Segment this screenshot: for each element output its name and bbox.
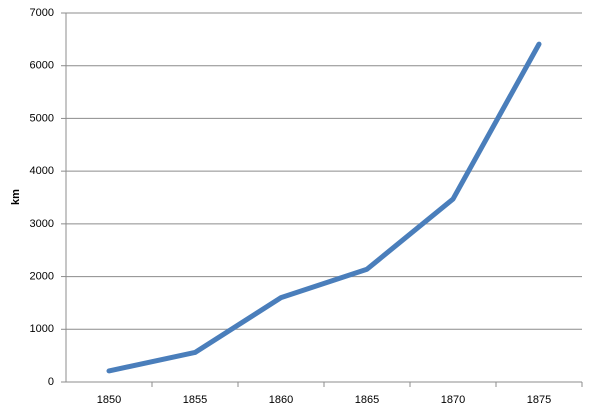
x-tick-label: 1860 — [269, 394, 293, 406]
y-axis-label: km — [10, 189, 22, 205]
x-tick-label: 1865 — [355, 394, 379, 406]
y-tick-label: 3000 — [30, 218, 54, 230]
y-tick-label: 1000 — [30, 323, 54, 335]
y-tick-label: 5000 — [30, 112, 54, 124]
x-tick-label: 1850 — [97, 394, 121, 406]
y-tick-label: 2000 — [30, 270, 54, 282]
y-tick-label: 0 — [48, 376, 54, 388]
x-tick-label: 1855 — [183, 394, 207, 406]
y-tick-label: 4000 — [30, 165, 54, 177]
x-tick-label: 1870 — [441, 394, 465, 406]
data-line — [106, 41, 542, 374]
y-tick-label: 7000 — [30, 7, 54, 19]
y-tick-label: 6000 — [30, 60, 54, 72]
x-tick-label: 1875 — [527, 394, 551, 406]
